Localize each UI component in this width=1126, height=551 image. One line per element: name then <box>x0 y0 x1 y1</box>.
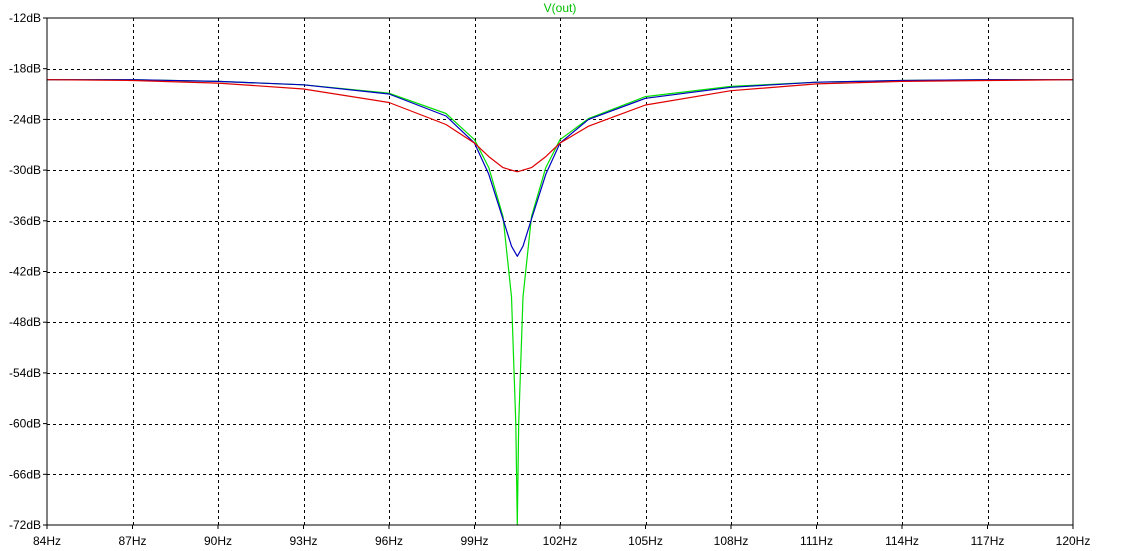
x-tick-label: 120Hz <box>1056 534 1091 548</box>
x-tick-label: 99Hz <box>460 534 488 548</box>
x-tick-label: 90Hz <box>204 534 232 548</box>
y-tick-label: -42dB <box>9 265 41 279</box>
grid <box>47 18 1073 525</box>
series-line-3 <box>46 79 1074 173</box>
x-tick-label: 96Hz <box>375 534 403 548</box>
x-tick-label: 105Hz <box>628 534 663 548</box>
series-line-1 <box>47 79 1073 526</box>
x-tick-label: 108Hz <box>714 534 749 548</box>
x-tick-label: 117Hz <box>971 534 1005 548</box>
y-tick-label: -60dB <box>9 417 41 431</box>
series-lines <box>46 79 1074 526</box>
y-tick-label: -54dB <box>9 366 41 380</box>
y-tick-label: -72dB <box>9 518 41 532</box>
y-tick-label: -48dB <box>9 315 41 329</box>
x-tick-label: 111Hz <box>800 534 833 548</box>
x-tick-label: 93Hz <box>289 534 317 548</box>
y-tick-label: -24dB <box>9 112 41 126</box>
y-tick-label: -12dB <box>9 11 41 25</box>
x-tick-label: 114Hz <box>885 534 919 548</box>
y-tick-labels: -12dB -18dB -24dB -30dB -36dB -42dB -48dB -54dB… <box>9 11 47 532</box>
series-line-2 <box>47 79 1073 257</box>
y-tick-label: -30dB <box>9 163 41 177</box>
y-tick-label: -66dB <box>9 467 41 481</box>
x-tick-labels: 84Hz 87Hz 90Hz 93Hz 96Hz 99Hz 102Hz 105Hz 108Hz 1… <box>33 525 1090 548</box>
x-tick-label: 87Hz <box>118 534 146 548</box>
x-tick-label: 84Hz <box>33 534 61 548</box>
y-tick-label: -36dB <box>9 214 41 228</box>
y-tick-label: -18dB <box>9 62 41 76</box>
x-tick-label: 102Hz <box>543 534 578 548</box>
chart-title: V(out) <box>544 1 577 15</box>
